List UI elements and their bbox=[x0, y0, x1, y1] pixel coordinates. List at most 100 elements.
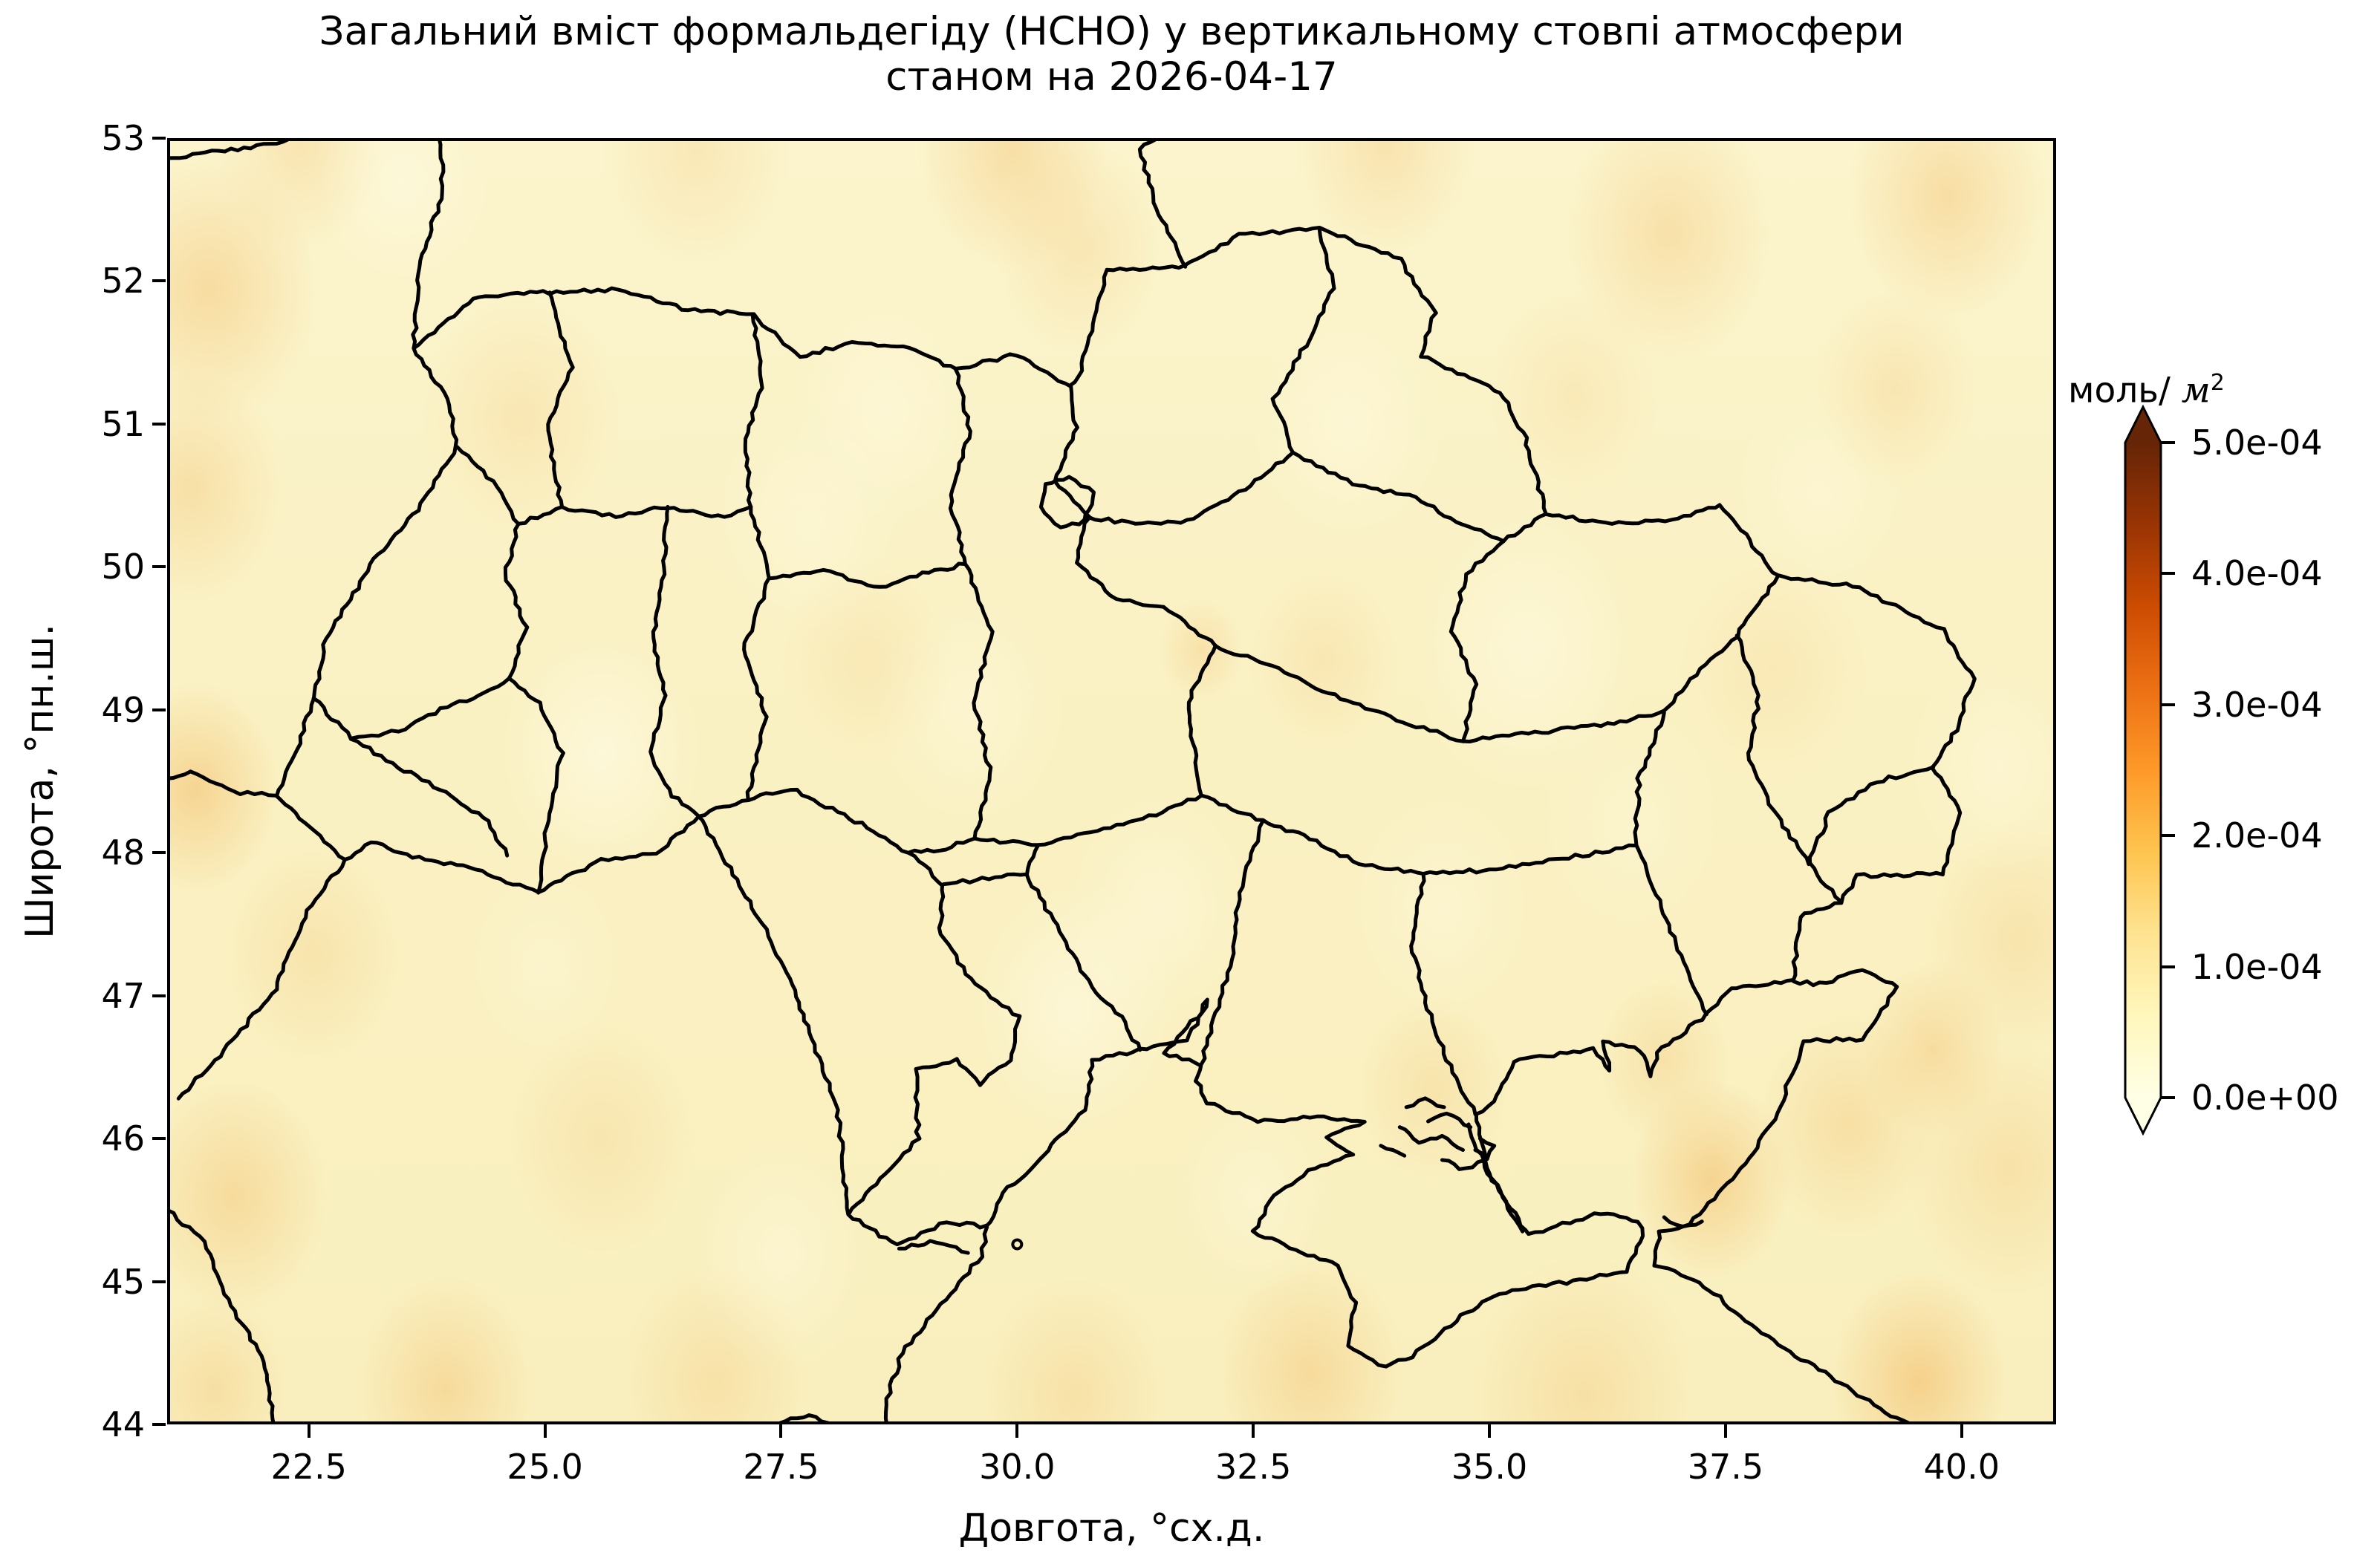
colorbar-tick-mark bbox=[2160, 965, 2175, 968]
y-tick-label: 47 bbox=[101, 975, 145, 1016]
x-tick-mark bbox=[1488, 1424, 1492, 1438]
sivash-lagoon-line bbox=[1379, 1144, 1407, 1158]
neighbor-country-border bbox=[1652, 1222, 1914, 1424]
field-light-spot bbox=[875, 592, 1064, 827]
y-tick-label: 49 bbox=[101, 689, 145, 730]
field-warm-spot bbox=[1815, 288, 1976, 488]
y-tick-label: 51 bbox=[101, 403, 145, 444]
field-warm-spot bbox=[781, 554, 952, 766]
neighbor-country-border bbox=[167, 769, 278, 798]
chart-title-line1: Загальний вміст формальдегіду (HCHO) у в… bbox=[319, 9, 1905, 54]
y-tick-mark bbox=[152, 1280, 166, 1283]
colorbar-unit-superscript: 2 bbox=[2210, 370, 2225, 396]
oblast-border bbox=[941, 844, 1040, 887]
oblast-border bbox=[507, 676, 565, 895]
field-warm-spot bbox=[1678, 550, 1867, 784]
oblast-border bbox=[648, 505, 700, 818]
oblast-border bbox=[311, 696, 510, 858]
field-light-spot bbox=[969, 881, 1178, 1139]
colorbar-tick-mark bbox=[2160, 1096, 2175, 1099]
field-light-spot bbox=[1536, 706, 1726, 942]
colorbar-tick-label: 0.0e+00 bbox=[2191, 1078, 2339, 1118]
oblast-border bbox=[1633, 711, 1708, 1017]
y-tick-mark bbox=[152, 279, 166, 283]
oblast-border bbox=[963, 562, 995, 841]
x-tick-mark bbox=[1960, 1424, 1963, 1438]
oblast-border bbox=[906, 836, 977, 855]
oblast-border bbox=[1357, 843, 1638, 876]
y-tick-mark bbox=[152, 422, 166, 426]
colorbar-tick-label: 1.0e-04 bbox=[2191, 946, 2323, 987]
oblast-border bbox=[1449, 539, 1506, 743]
y-tick-label: 52 bbox=[101, 261, 145, 302]
x-axis-label: Довгота, °сх.д. bbox=[958, 1506, 1265, 1551]
field-light-spot bbox=[1168, 1090, 1339, 1302]
x-tick-label: 32.5 bbox=[1215, 1447, 1292, 1487]
oblast-border bbox=[503, 522, 530, 680]
oblast-border bbox=[742, 505, 771, 801]
field-warm-spot bbox=[507, 1021, 697, 1256]
y-tick-mark bbox=[152, 137, 166, 140]
sivash-lagoon-line bbox=[1466, 1122, 1525, 1234]
x-tick-mark bbox=[1723, 1424, 1727, 1438]
oblast-border bbox=[1161, 605, 1465, 743]
oblast-border bbox=[1461, 575, 1780, 743]
oblast-border bbox=[1024, 872, 1142, 1052]
y-tick-mark bbox=[152, 851, 166, 855]
oblast-border bbox=[1199, 793, 1362, 867]
colorbar-unit-prefix: моль/ bbox=[2068, 370, 2182, 411]
x-tick-label: 35.0 bbox=[1451, 1447, 1528, 1487]
field-warm-spot bbox=[422, 293, 621, 540]
y-tick-mark bbox=[152, 1423, 166, 1426]
x-tick-mark bbox=[779, 1424, 783, 1438]
chart-title-line2: станом на 2026-04-17 bbox=[885, 54, 1338, 100]
neighbor-country-border bbox=[167, 1208, 276, 1424]
neighbor-country-border bbox=[897, 1239, 970, 1255]
field-warm-spot bbox=[993, 140, 1164, 351]
neighbor-country-border bbox=[1688, 968, 1899, 1227]
map-plot-area bbox=[167, 138, 2056, 1424]
y-tick-label: 45 bbox=[101, 1261, 145, 1302]
field-light-spot bbox=[790, 292, 980, 527]
y-tick-mark bbox=[152, 994, 166, 997]
field-light-spot bbox=[1414, 512, 1641, 794]
x-tick-label: 37.5 bbox=[1687, 1447, 1764, 1487]
field-warm-spot bbox=[1862, 962, 2005, 1138]
x-tick-label: 25.0 bbox=[507, 1447, 583, 1487]
field-warm-spot bbox=[167, 1078, 328, 1313]
x-tick-mark bbox=[307, 1424, 310, 1438]
colorbar-tick-mark bbox=[2160, 441, 2175, 444]
oblast-border bbox=[948, 368, 972, 566]
field-light-spot bbox=[502, 629, 701, 876]
y-tick-mark bbox=[152, 565, 166, 569]
field-warm-spot bbox=[224, 841, 403, 1064]
field-warm-spot bbox=[1489, 290, 1659, 501]
ukraine-national-border bbox=[275, 226, 1977, 1369]
oblast-border bbox=[1409, 872, 1477, 1116]
oblast-border bbox=[1807, 765, 1936, 904]
neighbor-country-border bbox=[1137, 138, 1188, 269]
field-light-spot bbox=[1347, 792, 1537, 1027]
sivash-lagoon-line bbox=[1440, 1158, 1487, 1171]
y-tick-label: 44 bbox=[101, 1404, 145, 1444]
oblast-border bbox=[455, 445, 564, 526]
island-dot bbox=[1011, 1238, 1024, 1251]
neighbor-country-border bbox=[176, 858, 347, 1101]
oblast-border bbox=[1270, 226, 1336, 455]
field-warm-spot bbox=[1598, 977, 1731, 1142]
colorbar bbox=[2124, 404, 2162, 1136]
colorbar-tick-label: 2.0e-04 bbox=[2191, 815, 2323, 856]
oblast-border bbox=[1186, 643, 1217, 798]
oblast-border bbox=[1053, 385, 1165, 609]
colorbar-tick-label: 4.0e-04 bbox=[2191, 553, 2323, 594]
neighbor-country-border bbox=[167, 138, 312, 160]
y-tick-mark bbox=[152, 708, 166, 711]
colorbar-unit-symbol: м bbox=[2181, 370, 2211, 411]
x-tick-mark bbox=[543, 1424, 547, 1438]
colorbar-tick-mark bbox=[2160, 572, 2175, 576]
kyiv-city-ring bbox=[1038, 475, 1096, 530]
y-tick-label: 50 bbox=[101, 547, 145, 587]
neighbor-country-border bbox=[411, 138, 446, 351]
field-light-spot bbox=[1734, 390, 1905, 602]
